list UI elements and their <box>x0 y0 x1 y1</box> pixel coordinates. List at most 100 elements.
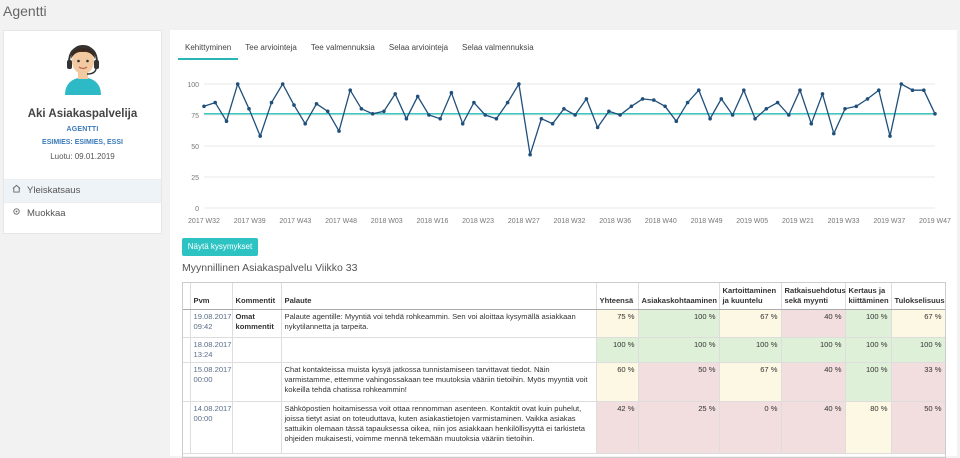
data-point <box>404 116 409 121</box>
sidebar-item-label: Yleiskatsaus <box>27 185 81 196</box>
date-cell: 14.08.2017 00:00 <box>190 401 233 454</box>
table-row[interactable]: 19.08.2017 09:42 Omat kommentit Palaute ag… <box>183 309 945 338</box>
data-point <box>697 88 701 92</box>
development-chart: 100 75 50 25 0 2017 W32 2017 W39 2017 W43 2017 W… <box>187 82 951 225</box>
score-cell: 40 % <box>781 401 846 454</box>
column-header[interactable]: Palaute <box>281 283 597 310</box>
data-point <box>258 134 262 138</box>
sidebar-item-label: Muokkaa <box>27 208 66 219</box>
score-cell: 60 % <box>596 362 639 402</box>
score-cell: 100 % <box>845 309 892 338</box>
data-point <box>528 152 532 157</box>
data-point <box>652 98 656 102</box>
tab-tee-arviointeja[interactable]: Tee arviointeja <box>245 43 297 52</box>
data-point <box>607 109 611 114</box>
y-tick-label: 100 <box>187 82 199 89</box>
column-header[interactable]: Kommentit <box>232 283 282 310</box>
data-point <box>775 100 780 105</box>
column-header[interactable]: Ratkaisuehdotus sekä myynti <box>781 283 846 310</box>
data-point <box>460 121 465 126</box>
data-point <box>629 104 634 109</box>
feedback-cell: Palaute agentille: Myyntiä voi tehdä roh… <box>281 309 597 338</box>
x-tick-label: 2019 W21 <box>782 218 814 225</box>
y-tick-label: 25 <box>191 175 199 182</box>
column-header[interactable]: Kartoittaminen ja kuuntelu <box>719 283 782 310</box>
data-point <box>742 88 746 92</box>
data-point <box>348 88 352 92</box>
score-cell: 100 % <box>845 362 892 402</box>
table-row[interactable]: 14.08.2017 00:00 Sähköpostien hoitamisess… <box>183 401 945 454</box>
data-point <box>787 113 791 117</box>
show-questions-button[interactable]: Näytä kysymykset <box>182 238 258 256</box>
score-cell: 75 % <box>596 309 639 338</box>
tab-selaa-arviointeja[interactable]: Selaa arviointeja <box>388 43 449 52</box>
y-tick-label: 0 <box>195 206 199 213</box>
date-cell: 15.08.2017 00:00 <box>190 362 233 402</box>
column-header[interactable]: Tulokselisuus <box>891 283 945 310</box>
data-point <box>337 129 341 133</box>
table-row[interactable]: 18.08.2017 13:24 100 % 100 % 100 % 100 % 100 … <box>183 337 945 363</box>
score-cell: 100 % <box>638 309 720 338</box>
page-title: Agentti <box>3 3 47 19</box>
score-cell: 100 % <box>781 337 846 363</box>
x-tick-label: 2019 W47 <box>919 218 951 225</box>
data-point <box>809 121 814 126</box>
data-point <box>820 92 825 96</box>
row-gutter <box>183 309 191 338</box>
row-gutter <box>183 362 191 402</box>
score-cell: 100 % <box>719 337 782 363</box>
data-point <box>415 94 420 99</box>
data-point <box>922 88 926 92</box>
data-point <box>427 113 431 117</box>
data-point <box>888 134 892 138</box>
comments-cell <box>232 362 282 402</box>
x-tick-label: 2018 W40 <box>645 218 677 225</box>
data-point <box>517 82 521 86</box>
y-tick-label: 75 <box>191 113 199 120</box>
score-cell: 100 % <box>596 337 639 363</box>
score-cell: 100 % <box>845 337 892 363</box>
evaluations-table: Pvm Kommentit Palaute Yhteensä Asiakasko… <box>182 282 946 458</box>
row-gutter <box>183 401 191 454</box>
data-point <box>438 116 443 121</box>
x-tick-label: 2017 W48 <box>325 218 357 225</box>
score-cell: 50 % <box>638 362 720 402</box>
table-header-gutter <box>183 283 191 310</box>
data-point <box>730 113 735 117</box>
data-point <box>798 88 802 92</box>
data-point <box>292 103 296 107</box>
tab-kehittyminen[interactable]: Kehittyminen <box>178 40 239 60</box>
sidebar-item-edit[interactable]: Muokkaa <box>4 202 161 225</box>
data-point <box>843 107 847 111</box>
column-header[interactable]: Kertaus ja kiittäminen <box>845 283 892 310</box>
data-point <box>393 92 397 96</box>
sidebar-nav: Yleiskatsaus Muokkaa <box>4 179 161 225</box>
comments-cell <box>232 401 282 454</box>
data-point <box>854 104 859 109</box>
score-cell: 100 % <box>891 337 945 363</box>
tab-tee-valmennuksia[interactable]: Tee valmennuksia <box>310 43 375 52</box>
sidebar-item-overview[interactable]: Yleiskatsaus <box>4 179 161 202</box>
tab-selaa-valmennuksia[interactable]: Selaa valmennuksia <box>462 43 534 52</box>
x-tick-label: 2018 W16 <box>416 218 448 225</box>
data-point <box>280 82 285 86</box>
tab-bar: Kehittyminen Tee arviointeja Tee valmenn… <box>178 40 541 60</box>
score-cell: 67 % <box>719 309 782 338</box>
top-bar: Agentti <box>0 0 960 26</box>
profile-supervisor: ESIMIES: ESIMIES, ESSI <box>42 139 123 146</box>
data-point <box>877 88 881 92</box>
column-header[interactable]: Pvm <box>190 283 233 310</box>
column-header[interactable]: Yhteensä <box>596 283 639 310</box>
series-line <box>203 82 936 155</box>
data-point <box>550 121 555 126</box>
data-point <box>483 113 488 117</box>
score-cell: 42 % <box>596 401 639 454</box>
column-header[interactable]: Asiakaskohtaaminen <box>638 283 720 310</box>
data-point <box>224 119 229 123</box>
table-row[interactable]: 15.08.2017 00:00 Chat kontakteissa muista… <box>183 362 945 402</box>
score-cell: 33 % <box>891 362 945 402</box>
y-tick-label: 50 <box>191 144 199 151</box>
x-tick-label: 2018 W27 <box>508 218 540 225</box>
data-point <box>640 97 645 101</box>
data-point <box>359 107 364 111</box>
